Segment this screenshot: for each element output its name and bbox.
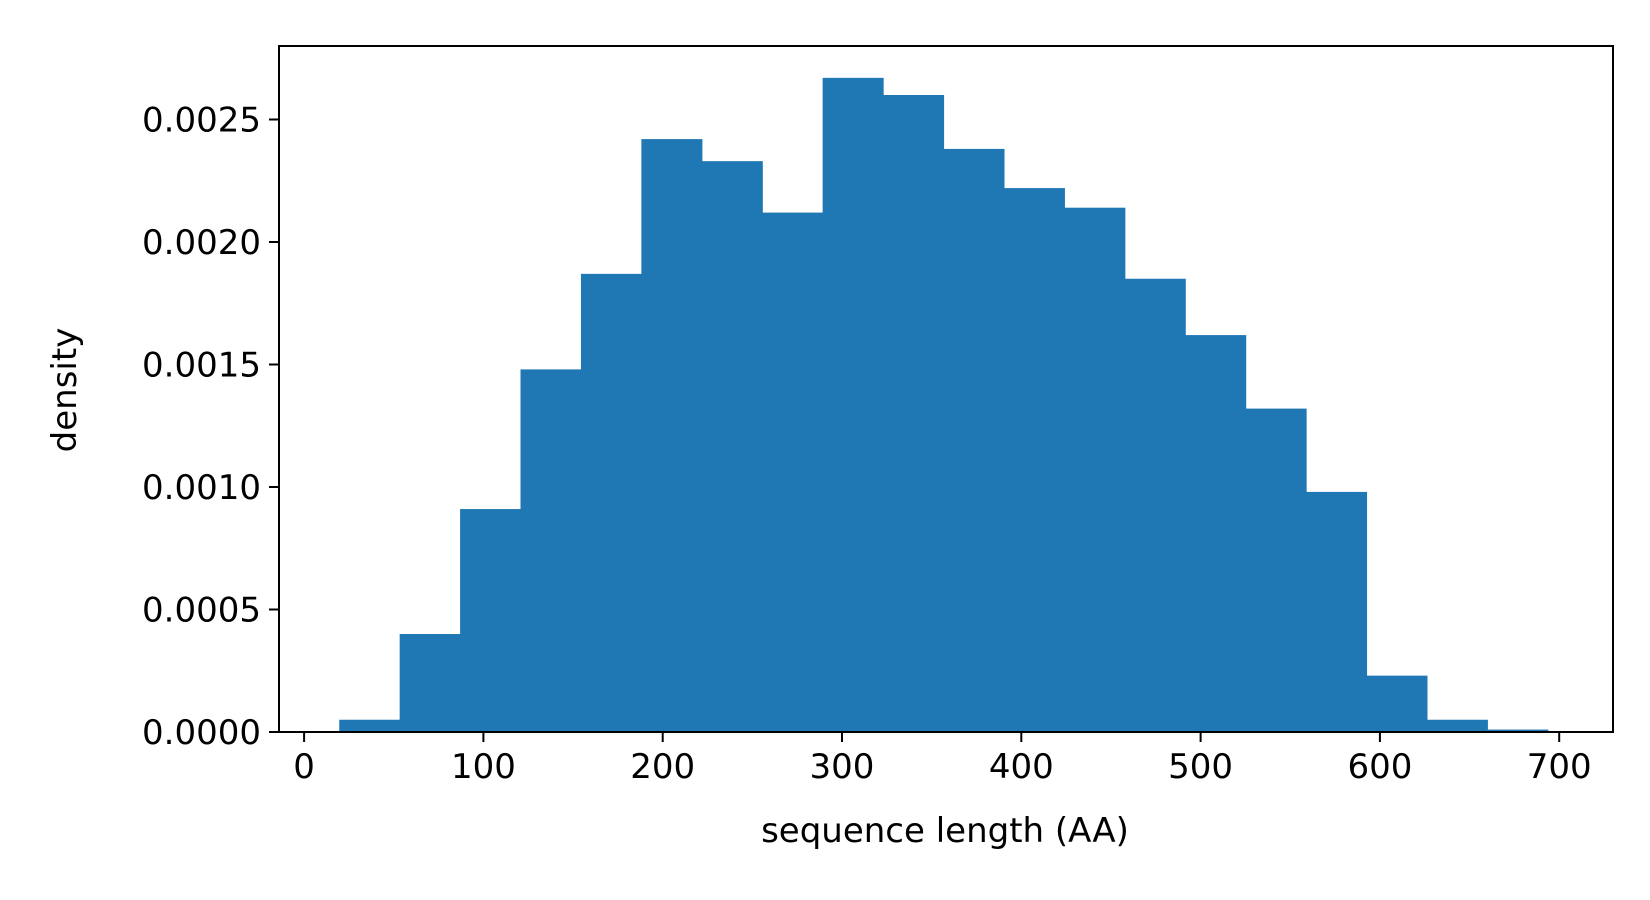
x-tick-label: 500 (1168, 747, 1233, 787)
y-tick-label: 0.0000 (142, 713, 261, 753)
histogram-bar (762, 212, 824, 733)
y-axis-label: density (45, 328, 85, 453)
histogram-bar (580, 273, 642, 732)
x-tick-label: 300 (810, 747, 875, 787)
y-tick-label: 0.0005 (142, 591, 261, 631)
x-tick-label: 400 (989, 747, 1054, 787)
histogram-bar (399, 634, 461, 732)
histogram-bar (1003, 188, 1065, 733)
histogram-bar (1366, 675, 1428, 732)
histogram-bar (943, 148, 1005, 732)
y-tick-label: 0.0010 (142, 468, 261, 508)
histogram-bar (1245, 408, 1307, 732)
histogram-bar (520, 369, 582, 732)
histogram-bar (883, 95, 945, 732)
x-tick-label: 200 (630, 747, 695, 787)
x-tick-label: 100 (451, 747, 516, 787)
histogram-bar (822, 77, 884, 733)
x-axis-label: sequence length (AA) (761, 811, 1129, 851)
histogram-bar (1306, 491, 1368, 732)
x-axis-ticks: 0 100 200 300 400 500 600 700 (293, 732, 1592, 787)
x-tick-label: 600 (1347, 747, 1412, 787)
histogram-bar (1124, 278, 1186, 732)
histogram-bars (339, 77, 1549, 733)
y-tick-label: 0.0020 (142, 223, 261, 263)
histogram-bar (641, 139, 703, 733)
histogram-bar (339, 719, 401, 732)
y-axis-ticks: 0.0000 0.0005 0.0010 0.0015 0.0020 0.0025 (142, 101, 279, 753)
histogram-bar (701, 161, 763, 732)
histogram-bar (1185, 335, 1247, 732)
histogram-bar (460, 509, 522, 732)
histogram-bar (1064, 207, 1126, 732)
x-tick-label: 700 (1527, 747, 1592, 787)
plot-frame (278, 45, 1614, 733)
x-tick-label: 0 (293, 747, 315, 787)
y-tick-label: 0.0015 (142, 346, 261, 386)
histogram-bar (1487, 729, 1549, 732)
histogram-bar (1426, 719, 1488, 732)
y-tick-label: 0.0025 (142, 101, 261, 141)
